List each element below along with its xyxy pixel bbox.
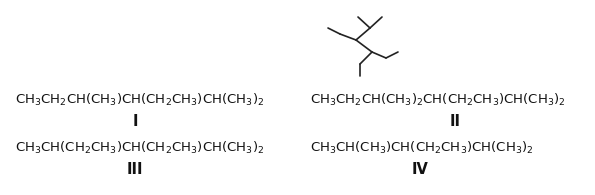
Text: IV: IV bbox=[412, 162, 428, 177]
Text: I: I bbox=[132, 114, 138, 129]
Text: CH$_3$CH$_2$CH(CH$_3$)$_2$CH(CH$_2$CH$_3$)CH(CH$_3$)$_2$: CH$_3$CH$_2$CH(CH$_3$)$_2$CH(CH$_2$CH$_3… bbox=[310, 92, 566, 108]
Text: II: II bbox=[449, 114, 461, 129]
Text: III: III bbox=[127, 162, 143, 177]
Text: CH$_3$CH(CH$_2$CH$_3$)CH(CH$_2$CH$_3$)CH(CH$_3$)$_2$: CH$_3$CH(CH$_2$CH$_3$)CH(CH$_2$CH$_3$)CH… bbox=[15, 140, 264, 156]
Text: CH$_3$CH(CH$_3$)CH(CH$_2$CH$_3$)CH(CH$_3$)$_2$: CH$_3$CH(CH$_3$)CH(CH$_2$CH$_3$)CH(CH$_3… bbox=[310, 140, 534, 156]
Text: CH$_3$CH$_2$CH(CH$_3$)CH(CH$_2$CH$_3$)CH(CH$_3$)$_2$: CH$_3$CH$_2$CH(CH$_3$)CH(CH$_2$CH$_3$)CH… bbox=[15, 92, 264, 108]
